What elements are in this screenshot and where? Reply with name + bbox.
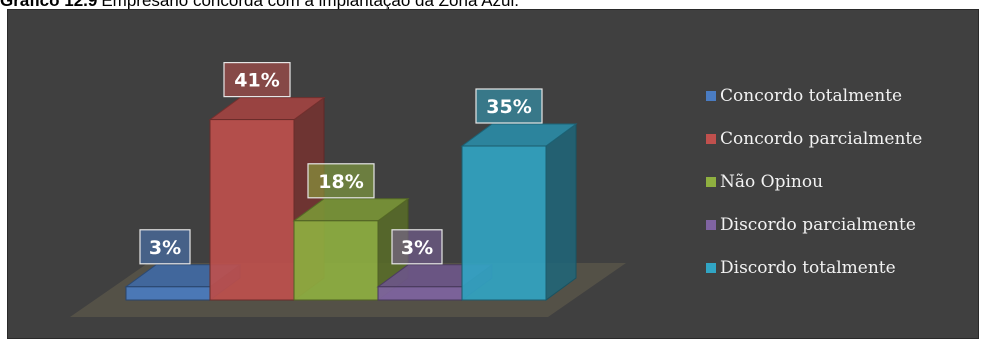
data-label-1-text: 3% [149,237,181,259]
bar-5 [460,123,578,301]
legend-label-3: Não Opinou [720,171,824,192]
data-label-3: 18% [307,163,375,199]
legend-swatch-4 [706,219,716,230]
legend-item-1: Concordo totalmente [706,74,976,117]
legend-label-5: Discordo totalmente [720,257,896,278]
legend-label-2: Concordo parcialmente [720,128,923,149]
data-label-3-text: 18% [318,171,363,193]
data-label-3-box [307,163,375,199]
legend-swatch-1 [706,90,716,101]
bar-5-side [545,123,577,301]
data-label-1-box [139,229,191,265]
chart-caption: Gráfico 12.9 Empresário concorda com a im… [0,0,981,11]
data-label-4: 3% [391,229,443,265]
data-label-4-box [391,229,443,265]
data-label-2: 41% [223,61,291,98]
bar-3-front [293,220,379,301]
legend-label-4: Discordo parcialmente [720,214,916,235]
data-label-5-box [475,88,543,124]
data-label-2-text: 41% [234,70,279,92]
data-labels-group: 3% 41% 18% 3% 35% [139,61,543,265]
bar-4-front [377,286,463,301]
data-label-5: 35% [475,88,543,124]
legend-item-5: Discordo totalmente [706,246,976,289]
bar-1-front [125,286,211,301]
chart-legend: Concordo totalmente Concordo parcialmente… [706,74,976,289]
data-label-2-box [223,61,291,98]
data-label-5-text: 35% [486,96,531,118]
bar-2 [208,96,326,301]
legend-label-1: Concordo totalmente [720,85,903,106]
legend-swatch-3 [706,176,716,187]
legend-swatch-2 [706,133,716,144]
caption-text: Empresário concorda com a implantação da… [101,0,519,10]
data-label-4-text: 3% [401,237,433,259]
legend-item-2: Concordo parcialmente [706,117,976,160]
legend-swatch-5 [706,262,716,273]
caption-number: Gráfico 12.9 [0,0,98,10]
bars-group [124,96,578,301]
legend-item-4: Discordo parcialmente [706,203,976,246]
bar-2-front [209,119,295,301]
data-label-1: 3% [139,229,191,265]
bar-5-front [461,145,547,301]
legend-item-3: Não Opinou [706,160,976,203]
